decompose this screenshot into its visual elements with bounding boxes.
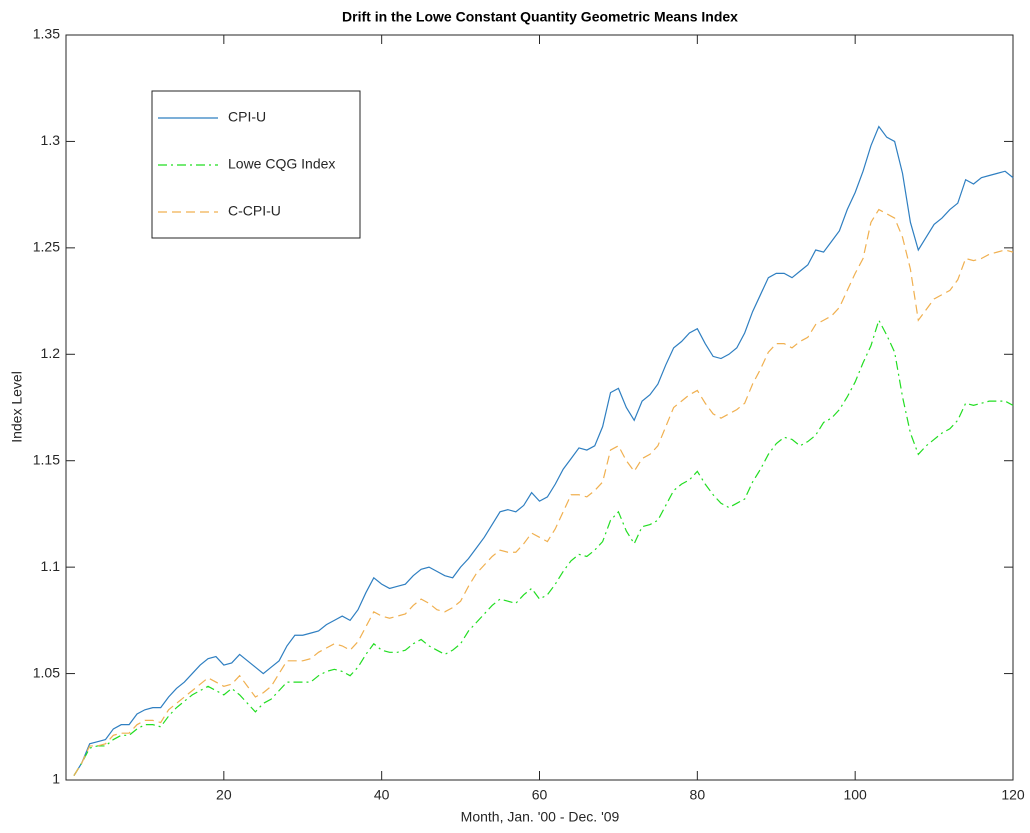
x-axis-label: Month, Jan. '00 - Dec. '09 xyxy=(461,809,620,825)
data-line xyxy=(73,208,1014,777)
chart-title: Drift in the Lowe Constant Quantity Geom… xyxy=(342,9,738,25)
plot-frame xyxy=(65,34,1014,781)
x-tick-label: 60 xyxy=(532,787,548,803)
y-tick-label: 1.1 xyxy=(41,558,61,574)
legend-label: C-CPI-U xyxy=(228,203,281,219)
x-tick-label: 100 xyxy=(843,787,867,803)
y-tick-label: 1.05 xyxy=(33,664,60,680)
x-tick-label: 120 xyxy=(1001,787,1025,803)
y-tick-label: 1.3 xyxy=(41,132,61,148)
legend-box xyxy=(151,90,361,239)
x-tick-label: 40 xyxy=(374,787,390,803)
legend-label: CPI-U xyxy=(228,109,266,125)
x-tick-label: 80 xyxy=(690,787,706,803)
y-tick-label: 1.35 xyxy=(33,26,60,42)
legend-label: Lowe CQG Index xyxy=(228,156,335,172)
y-axis-label: Index Level xyxy=(9,371,25,443)
data-line xyxy=(73,125,1014,777)
y-tick-label: 1.2 xyxy=(41,345,61,361)
y-tick-label: 1.25 xyxy=(33,239,60,255)
x-tick-label: 20 xyxy=(216,787,232,803)
data-line xyxy=(73,318,1014,777)
y-tick-label: 1.15 xyxy=(33,451,60,467)
y-tick-label: 1 xyxy=(52,771,60,787)
